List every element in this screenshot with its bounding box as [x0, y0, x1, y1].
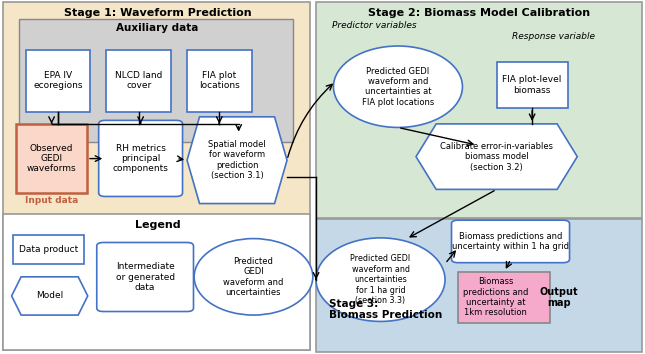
Text: Calibrate error-in-variables
biomass model
(section 3.2): Calibrate error-in-variables biomass mod… — [440, 142, 553, 172]
FancyBboxPatch shape — [19, 19, 293, 142]
Text: NLCD land
cover: NLCD land cover — [115, 71, 163, 90]
FancyBboxPatch shape — [497, 62, 568, 108]
FancyBboxPatch shape — [316, 219, 642, 352]
Text: Data product: Data product — [19, 245, 78, 254]
Text: Predicted GEDI
waveform and
uncertainties
for 1 ha grid
(section 3.3): Predicted GEDI waveform and uncertaintie… — [350, 255, 411, 305]
FancyBboxPatch shape — [97, 242, 194, 312]
Text: Spatial model
for waveform
prediction
(section 3.1): Spatial model for waveform prediction (s… — [208, 140, 266, 180]
Text: Model: Model — [36, 291, 63, 301]
Text: Observed
GEDI
waveforms: Observed GEDI waveforms — [27, 144, 76, 173]
Text: Predicted
GEDI
waveform and
uncertainties: Predicted GEDI waveform and uncertaintie… — [223, 257, 284, 297]
FancyBboxPatch shape — [16, 124, 87, 193]
Text: Output
map: Output map — [539, 286, 578, 308]
Ellipse shape — [333, 46, 462, 127]
FancyBboxPatch shape — [316, 2, 642, 218]
Text: FIA plot
locations: FIA plot locations — [199, 71, 240, 90]
Text: FIA plot-level
biomass: FIA plot-level biomass — [502, 75, 562, 95]
FancyBboxPatch shape — [187, 50, 252, 112]
Text: Predicted GEDI
waveform and
uncertainties at
FIA plot locations: Predicted GEDI waveform and uncertaintie… — [362, 67, 434, 107]
Text: Biomass predictions and
uncertainty within 1 ha grid: Biomass predictions and uncertainty with… — [452, 232, 569, 251]
Text: EPA IV
ecoregions: EPA IV ecoregions — [34, 71, 83, 90]
Ellipse shape — [194, 239, 313, 315]
Text: Stage 1: Waveform Prediction: Stage 1: Waveform Prediction — [64, 8, 252, 18]
Polygon shape — [187, 117, 287, 204]
Text: Intermediate
or generated
data: Intermediate or generated data — [115, 262, 175, 292]
Text: Biomass
predictions and
uncertainty at
1km resolution: Biomass predictions and uncertainty at 1… — [462, 277, 528, 318]
FancyBboxPatch shape — [106, 50, 171, 112]
Polygon shape — [416, 124, 577, 189]
FancyBboxPatch shape — [26, 50, 90, 112]
Text: Input data: Input data — [25, 196, 78, 205]
FancyBboxPatch shape — [451, 220, 570, 263]
Text: Response variable: Response variable — [512, 32, 595, 41]
Ellipse shape — [316, 238, 445, 321]
Text: RH metrics
principal
components: RH metrics principal components — [113, 143, 168, 173]
FancyBboxPatch shape — [13, 235, 84, 264]
Polygon shape — [12, 277, 88, 315]
FancyBboxPatch shape — [3, 214, 310, 350]
Text: Stage 3:
Biomass Prediction: Stage 3: Biomass Prediction — [329, 299, 442, 320]
Text: Stage 2: Biomass Model Calibration: Stage 2: Biomass Model Calibration — [368, 8, 590, 18]
FancyBboxPatch shape — [458, 272, 550, 323]
FancyBboxPatch shape — [99, 120, 183, 196]
Text: Legend: Legend — [135, 220, 181, 230]
Text: Predictor variables: Predictor variables — [332, 21, 417, 30]
Text: Auxiliary data: Auxiliary data — [115, 23, 198, 33]
FancyBboxPatch shape — [3, 2, 310, 350]
